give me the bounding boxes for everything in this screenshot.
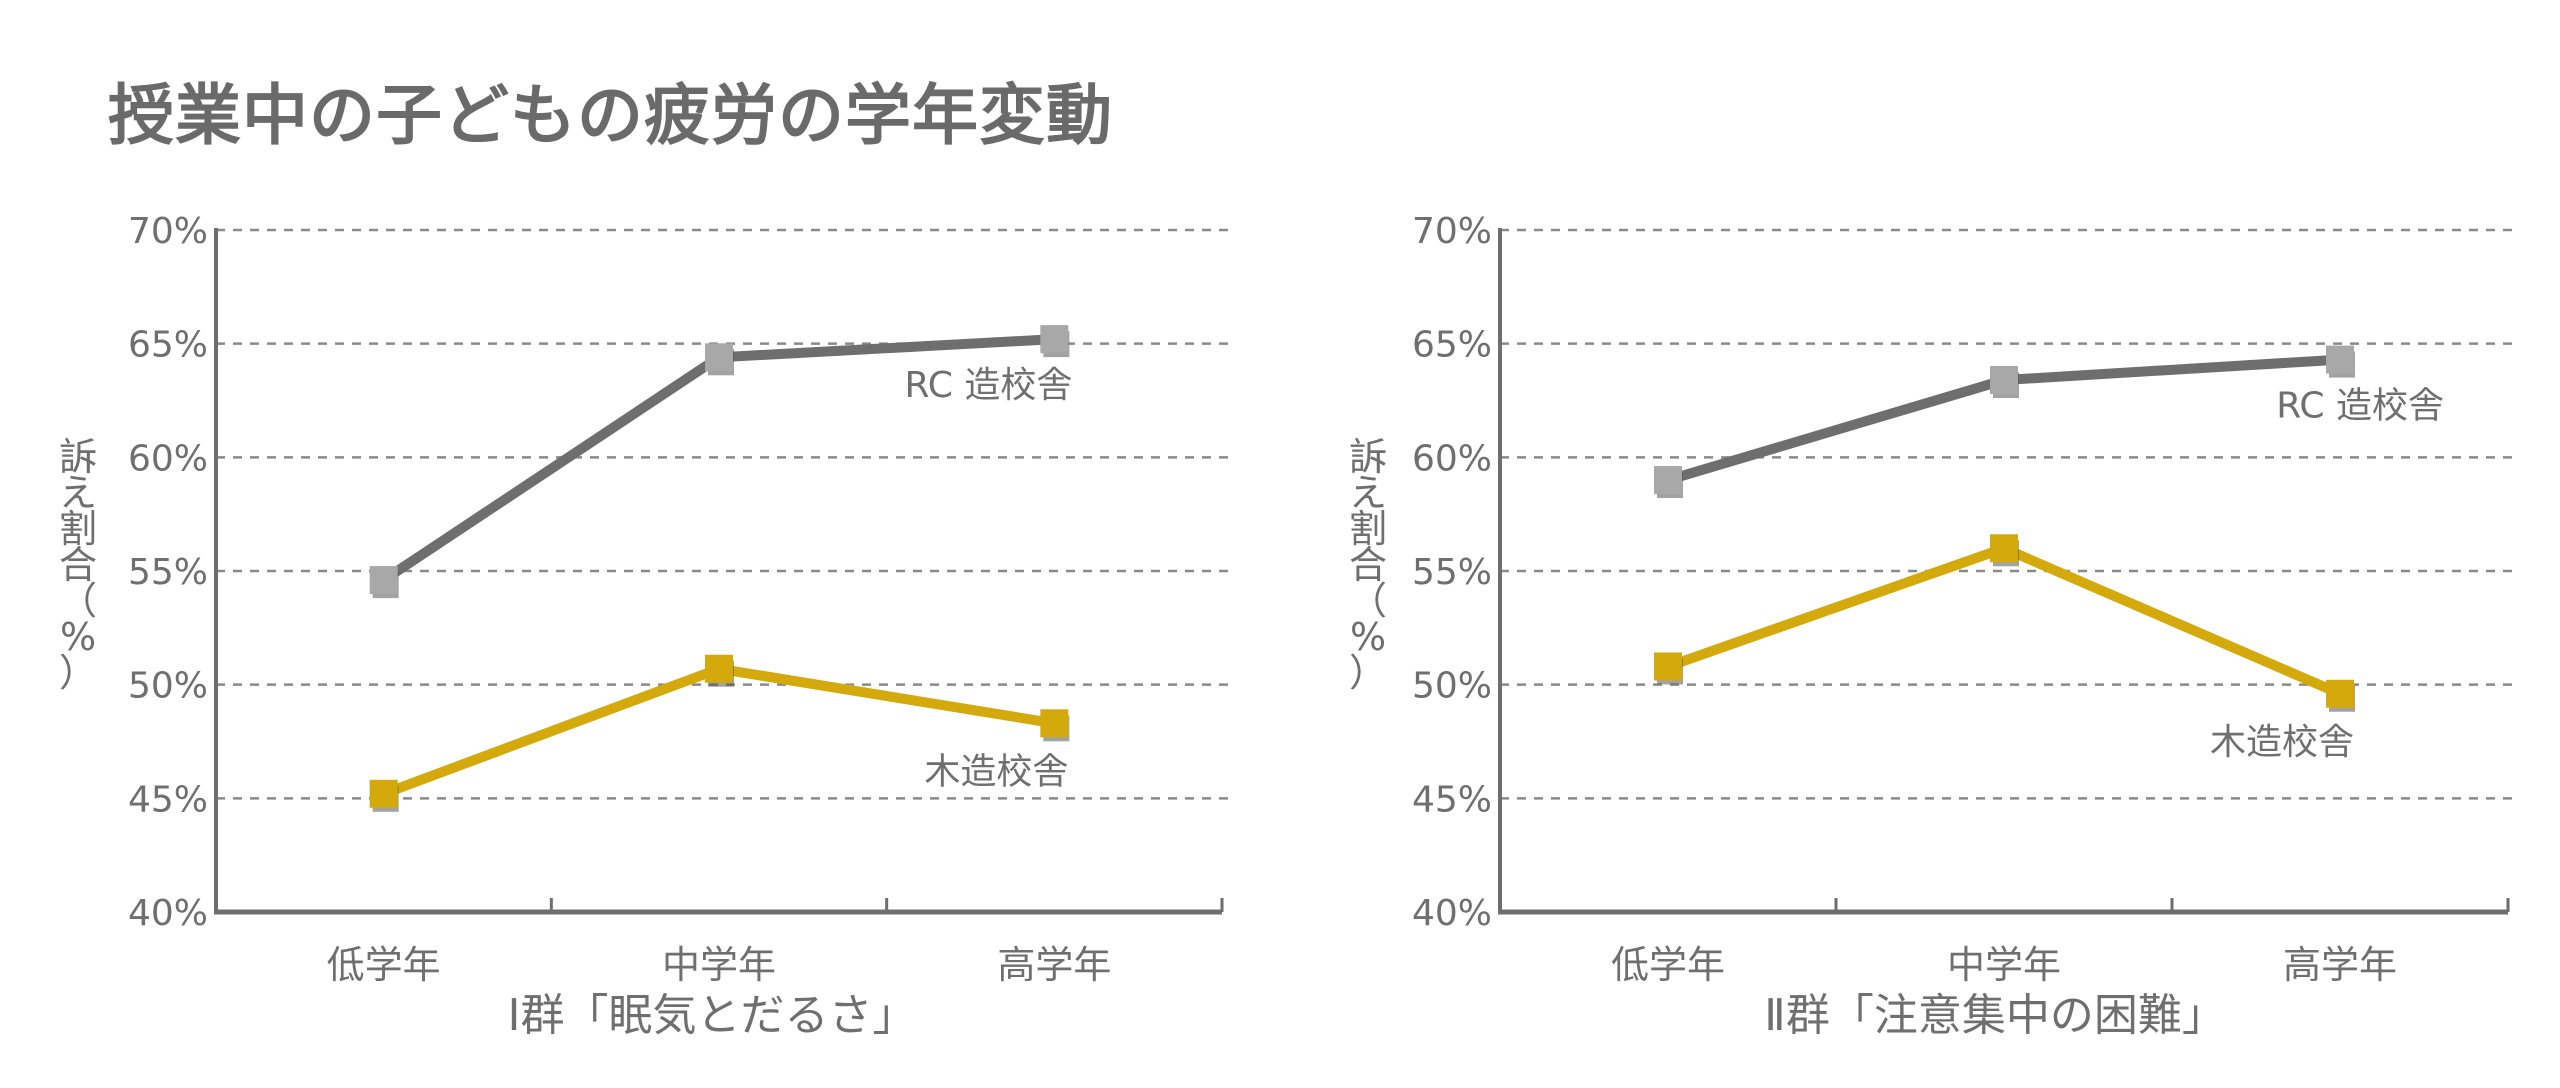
chart-panel-2: 40% 45% 50% 55% 60% 65% 70% 低学年 中学年 高学年 Ⅱ群「注意集中の困難… (1349, 211, 2514, 1041)
data-point-rc (1654, 466, 1682, 495)
series-label-wood: 木造校舎 (2210, 722, 2354, 763)
x-tick-label: 中学年 (1947, 943, 2061, 987)
y-tick-label: 45% (1412, 779, 1492, 820)
y-axis-title: 訴え割合（%） (59, 435, 97, 695)
y-tick-label: 65% (128, 325, 208, 366)
data-point-rc (1040, 325, 1069, 354)
y-axis-title: 訴え割合（%） (1349, 435, 1387, 695)
data-point-rc (369, 566, 398, 595)
x-tick-label: 高学年 (997, 943, 1111, 987)
data-point-wood (1990, 534, 2018, 563)
data-point-rc (2326, 345, 2354, 374)
page-title: 授業中の子どもの疲労の学年変動 (108, 77, 1113, 154)
series-label-rc: RC 造校舎 (2276, 386, 2444, 427)
data-point-wood (2326, 679, 2354, 708)
x-axis-title: Ⅱ群「注意集中の困難」 (1764, 990, 2226, 1041)
x-tick-label: 中学年 (662, 943, 776, 987)
data-point-wood (1040, 709, 1069, 738)
y-tick-label: 60% (128, 438, 208, 479)
y-tick-label: 50% (1412, 666, 1492, 707)
series-label-rc: RC 造校舎 (905, 365, 1073, 406)
y-tick-label: 55% (1412, 552, 1492, 593)
x-tick-label: 低学年 (1611, 943, 1725, 987)
y-tick-label: 50% (128, 666, 208, 707)
data-point-rc (1990, 366, 2018, 395)
data-point-wood (369, 779, 398, 808)
chart-panel-1: 40% 45% 50% 55% 60% 65% 70% 低学年 中学年 高学年 Ⅰ群「眠気とだるさ」… (59, 211, 1228, 1041)
y-tick-label: 60% (1412, 438, 1492, 479)
x-tick-label: 高学年 (2283, 943, 2397, 987)
y-tick-label: 65% (1412, 325, 1492, 366)
y-tick-label: 70% (1412, 211, 1492, 252)
data-point-wood (1654, 652, 1682, 681)
x-axis-title: Ⅰ群「眠気とだるさ」 (508, 990, 917, 1041)
x-tick-label: 低学年 (327, 943, 441, 987)
y-tick-label: 70% (128, 211, 208, 252)
y-tick-label: 45% (128, 779, 208, 820)
y-tick-label: 55% (128, 552, 208, 593)
y-tick-label: 40% (1412, 893, 1492, 934)
series-label-wood: 木造校舎 (924, 751, 1068, 792)
data-point-wood (705, 654, 733, 683)
data-point-rc (705, 343, 733, 372)
y-tick-label: 40% (128, 893, 208, 934)
